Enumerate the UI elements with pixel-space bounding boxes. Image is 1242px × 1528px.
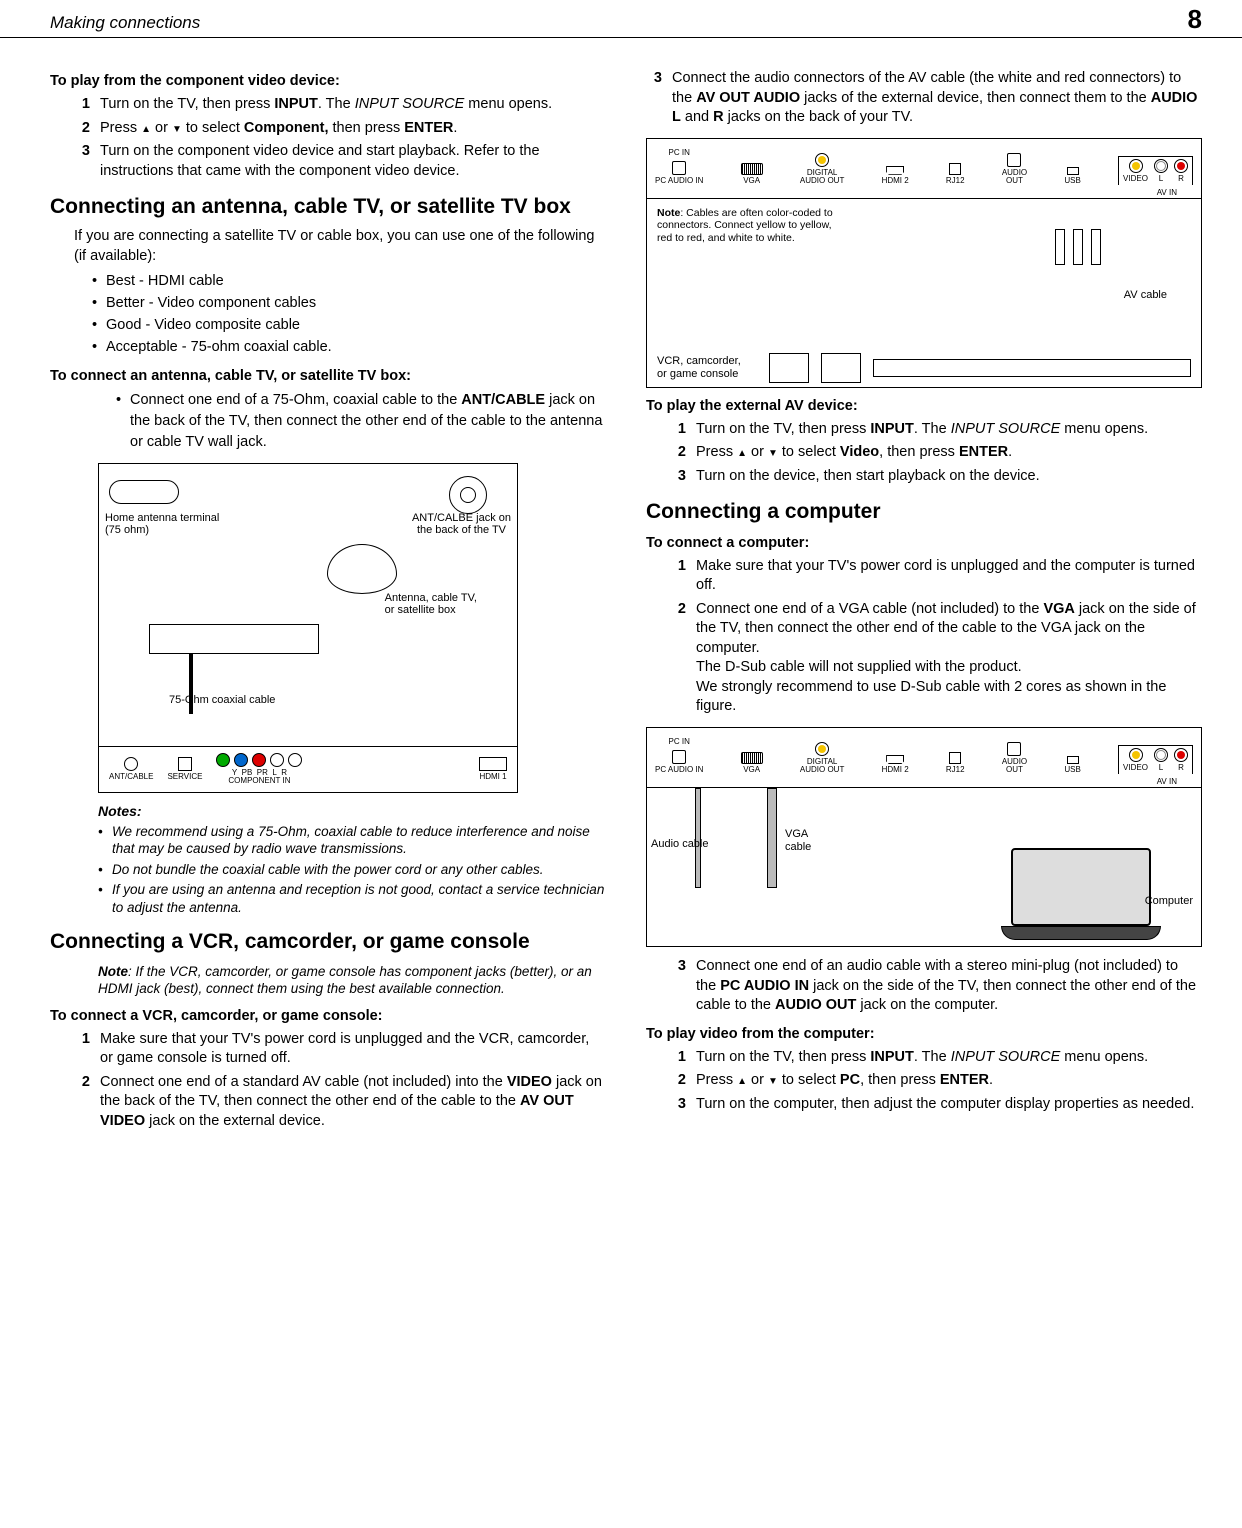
settop-box-icon (149, 624, 319, 654)
page-number: 8 (1188, 4, 1202, 35)
step-text: Press or to select Component, then press… (100, 119, 606, 139)
step-num: 1 (670, 1048, 686, 1068)
steps-connect-pc-cont: 3Connect one end of an audio cable with … (646, 957, 1202, 1016)
step-text: Turn on the component video device and s… (100, 142, 606, 181)
camcorder-icon (769, 353, 809, 383)
list-item: Best - HDMI cable (92, 271, 606, 292)
steps-play-pc: 1 Turn on the TV, then press INPUT. The I… (646, 1048, 1202, 1115)
step-num: 2 (74, 119, 90, 139)
av-cable-icon (1051, 229, 1111, 268)
vga-cable-icon (767, 788, 777, 888)
subhead-play-av: To play the external AV device: (646, 398, 1202, 414)
steps-connect-vcr: 1 Make sure that your TV's power cord is … (50, 1030, 606, 1132)
port-label: SERVICE (167, 773, 202, 781)
steps-play-component: 1 Turn on the TV, then press INPUT. The I… (50, 95, 606, 181)
step-text: Turn on the TV, then press INPUT. The IN… (696, 420, 1202, 440)
label-av-cable: AV cable (1124, 289, 1167, 302)
list-item: Acceptable - 75-ohm coaxial cable. (92, 337, 606, 358)
list-item: Better - Video component cables (92, 293, 606, 314)
satellite-dish-icon (327, 544, 397, 594)
list-item: Good - Video composite cable (92, 315, 606, 336)
label-box: Antenna, cable TV, or satellite box (385, 592, 477, 617)
step-num: 2 (670, 1071, 686, 1091)
step-text: Connect one end of a standard AV cable (… (100, 1073, 606, 1132)
steps-connect-vcr-cont: 3Connect the audio connectors of the AV … (646, 69, 1202, 128)
step-text: Make sure that your TV's power cord is u… (100, 1030, 606, 1069)
page-header: Making connections 8 (0, 0, 1242, 38)
step-text: Turn on the TV, then press INPUT. The IN… (696, 1048, 1202, 1068)
header-title: Making connections (50, 13, 200, 33)
left-column: To play from the component video device:… (50, 63, 606, 1141)
list-item: Do not bundle the coaxial cable with the… (98, 861, 606, 879)
port-label: HDMI 1 (479, 773, 506, 781)
label-ant-jack: ANT/CALBE jack on the back of the TV (412, 512, 511, 537)
step-text: Turn on the TV, then press INPUT. The IN… (100, 95, 606, 115)
step-num: 1 (670, 420, 686, 440)
ant-cable-jack-icon (449, 476, 487, 514)
antenna-notes: We recommend using a 75-Ohm, coaxial cab… (98, 823, 606, 917)
subhead-connect-antenna: To connect an antenna, cable TV, or sate… (50, 368, 606, 384)
laptop-icon (1001, 848, 1161, 940)
label-computer: Computer (1145, 895, 1193, 908)
tv-side-port-panel-2: PC INPC AUDIO IN VGA DIGITAL AUDIO OUT H… (647, 728, 1201, 788)
subhead-connect-vcr: To connect a VCR, camcorder, or game con… (50, 1008, 606, 1024)
step-num: 3 (670, 957, 686, 1016)
content-columns: To play from the component video device:… (0, 38, 1242, 1171)
list-item: We recommend using a 75-Ohm, coaxial cab… (98, 823, 606, 858)
subhead-play-pc: To play video from the computer: (646, 1026, 1202, 1042)
heading-computer: Connecting a computer (646, 500, 1202, 524)
step-text: Connect the audio connectors of the AV c… (672, 69, 1202, 128)
label-coax: 75-Ohm coaxial cable (169, 694, 275, 707)
right-column: 3Connect the audio connectors of the AV … (646, 63, 1202, 1141)
label-home-terminal: Home antenna terminal (75 ohm) (105, 512, 219, 537)
heading-antenna: Connecting an antenna, cable TV, or sate… (50, 195, 606, 219)
step-text: Turn on the device, then start playback … (696, 467, 1202, 487)
label-vga-cable: VGA cable (785, 828, 811, 853)
port-label: AV IN (1157, 777, 1177, 786)
step-num: 1 (670, 557, 686, 596)
list-item: If you are using an antenna and receptio… (98, 881, 606, 916)
step-num: 3 (670, 1095, 686, 1115)
antenna-intro: If you are connecting a satellite TV or … (50, 227, 606, 266)
game-console-icon (821, 353, 861, 383)
antenna-quality-list: Best - HDMI cable Better - Video compone… (68, 271, 606, 358)
step-num: 3 (670, 467, 686, 487)
step-num: 3 (74, 142, 90, 181)
heading-vcr: Connecting a VCR, camcorder, or game con… (50, 930, 606, 954)
port-label: AV IN (1157, 188, 1177, 197)
step-num: 2 (74, 1073, 90, 1132)
tv-rear-port-panel: ANT/CABLE SERVICE Y PB PR L RCOMPONENT I… (99, 746, 517, 792)
diagram-antenna: Home antenna terminal (75 ohm) ANT/CALBE… (98, 463, 518, 793)
step-text: Press or to select Video, then press ENT… (696, 443, 1202, 463)
list-item: Connect one end of a 75-Ohm, coaxial cab… (116, 390, 606, 453)
step-text: Make sure that your TV's power cord is u… (696, 557, 1202, 596)
tv-side-port-panel: PC INPC AUDIO IN VGA DIGITAL AUDIO OUT H… (647, 139, 1201, 199)
av-color-note: Note: Cables are often color-coded to co… (657, 207, 837, 245)
step-num: 1 (74, 95, 90, 115)
step-num: 2 (670, 600, 686, 717)
antenna-connect-step: Connect one end of a 75-Ohm, coaxial cab… (68, 390, 606, 453)
subhead-connect-pc: To connect a computer: (646, 535, 1202, 551)
step-num: 1 (74, 1030, 90, 1069)
diagram-pc-connection: PC INPC AUDIO IN VGA DIGITAL AUDIO OUT H… (646, 727, 1202, 947)
diagram-av-connection: PC INPC AUDIO IN VGA DIGITAL AUDIO OUT H… (646, 138, 1202, 388)
label-devices: VCR, camcorder, or game console (657, 355, 757, 380)
label-audio-cable: Audio cable (651, 838, 709, 851)
step-text: Connect one end of a VGA cable (not incl… (696, 600, 1202, 717)
port-label: ANT/CABLE (109, 773, 153, 781)
step-text: Connect one end of an audio cable with a… (696, 957, 1202, 1016)
steps-play-av: 1 Turn on the TV, then press INPUT. The I… (646, 420, 1202, 487)
step-num: 2 (670, 443, 686, 463)
vcr-note: Note: If the VCR, camcorder, or game con… (50, 963, 606, 998)
notes-label: Notes: (98, 803, 606, 819)
step-text: Turn on the computer, then adjust the co… (696, 1095, 1202, 1115)
vcr-icon (873, 359, 1191, 377)
step-num: 3 (646, 69, 662, 128)
step-text: Press or to select PC, then press ENTER. (696, 1071, 1202, 1091)
steps-connect-pc: 1 Make sure that your TV's power cord is … (646, 557, 1202, 718)
subhead-play-component: To play from the component video device: (50, 73, 606, 89)
home-antenna-icon (109, 480, 179, 504)
